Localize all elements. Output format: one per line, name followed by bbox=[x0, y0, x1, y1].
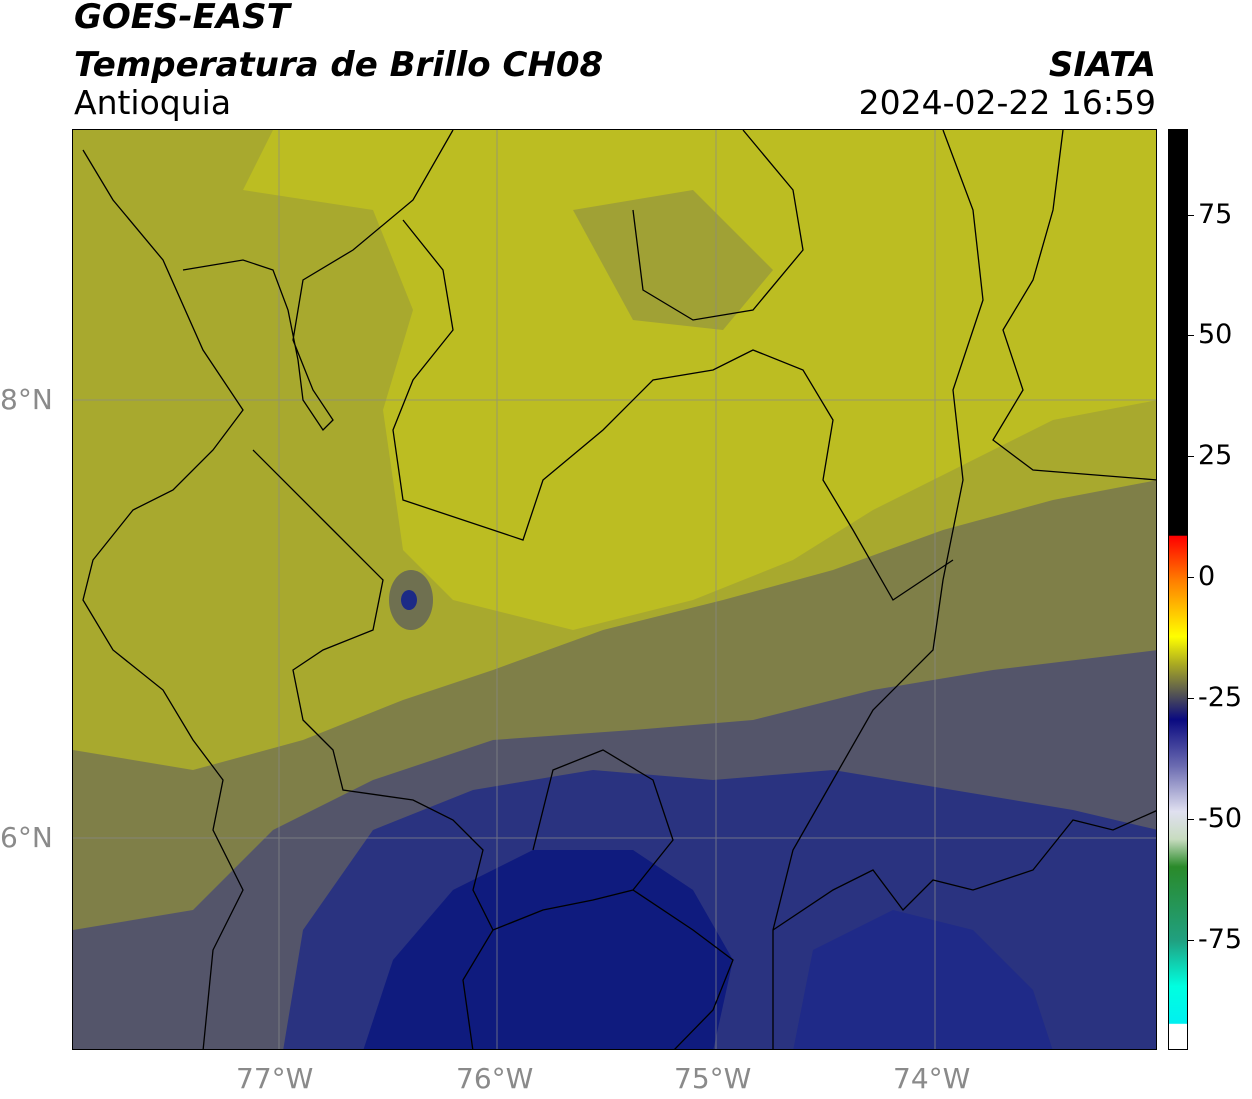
colorbar-tick-minus50 bbox=[1188, 819, 1194, 820]
colorbar-label-minus75: -75 bbox=[1198, 924, 1243, 955]
colorbar-label-0: 0 bbox=[1198, 561, 1216, 592]
graticule bbox=[73, 130, 1156, 1049]
boundary-far-east bbox=[992, 130, 1156, 481]
title-agency: SIATA bbox=[1048, 45, 1156, 85]
title-datetime: 2024-02-22 16:59 bbox=[858, 83, 1156, 122]
boundary-department bbox=[252, 449, 494, 1049]
colorbar-tick-50 bbox=[1188, 335, 1194, 336]
boundaries bbox=[82, 130, 1156, 1049]
temperature-field bbox=[73, 130, 1156, 1049]
colorbar-tick-75 bbox=[1188, 215, 1194, 216]
colorbar-tick-minus75 bbox=[1188, 940, 1194, 941]
colorbar-tick-minus25 bbox=[1188, 698, 1194, 699]
field-navy-east bbox=[793, 910, 1053, 1049]
colorbar-gradient bbox=[1169, 130, 1187, 1049]
colorbar-label-minus25: -25 bbox=[1198, 682, 1243, 713]
satellite-map[interactable] bbox=[72, 129, 1157, 1050]
lon-label-76w: 76°W bbox=[456, 1062, 534, 1095]
boundary-southeast bbox=[772, 810, 1156, 931]
title-product: Temperatura de Brillo CH08 bbox=[74, 45, 604, 85]
lon-label-74w: 74°W bbox=[893, 1062, 971, 1095]
colorbar bbox=[1168, 129, 1188, 1050]
title-region: Antioquia bbox=[74, 83, 232, 122]
colorbar-label-75: 75 bbox=[1198, 199, 1233, 230]
lon-label-77w: 77°W bbox=[236, 1062, 314, 1095]
boundary-south-2 bbox=[632, 889, 734, 1049]
colorbar-label-25: 25 bbox=[1198, 440, 1233, 471]
coastline-west bbox=[82, 149, 244, 1049]
colorbar-tick-25 bbox=[1188, 456, 1194, 457]
field-navy bbox=[363, 850, 733, 1049]
colorbar-tick-0 bbox=[1188, 577, 1194, 578]
field-olive-2 bbox=[573, 190, 773, 330]
lon-label-75w: 75°W bbox=[674, 1062, 752, 1095]
lat-label-6n: 6°N bbox=[0, 821, 53, 854]
colorbar-label-50: 50 bbox=[1198, 319, 1233, 350]
gulf-uraba bbox=[182, 130, 454, 432]
boundary-north bbox=[392, 219, 954, 601]
boundary-east bbox=[772, 130, 984, 1049]
boundary-central bbox=[632, 130, 804, 321]
cold-cell-core bbox=[401, 590, 417, 610]
colorbar-label-minus50: -50 bbox=[1198, 803, 1243, 834]
lat-label-8n: 8°N bbox=[0, 383, 53, 416]
boundary-south bbox=[492, 749, 674, 931]
title-satellite: GOES-EAST bbox=[74, 0, 290, 37]
